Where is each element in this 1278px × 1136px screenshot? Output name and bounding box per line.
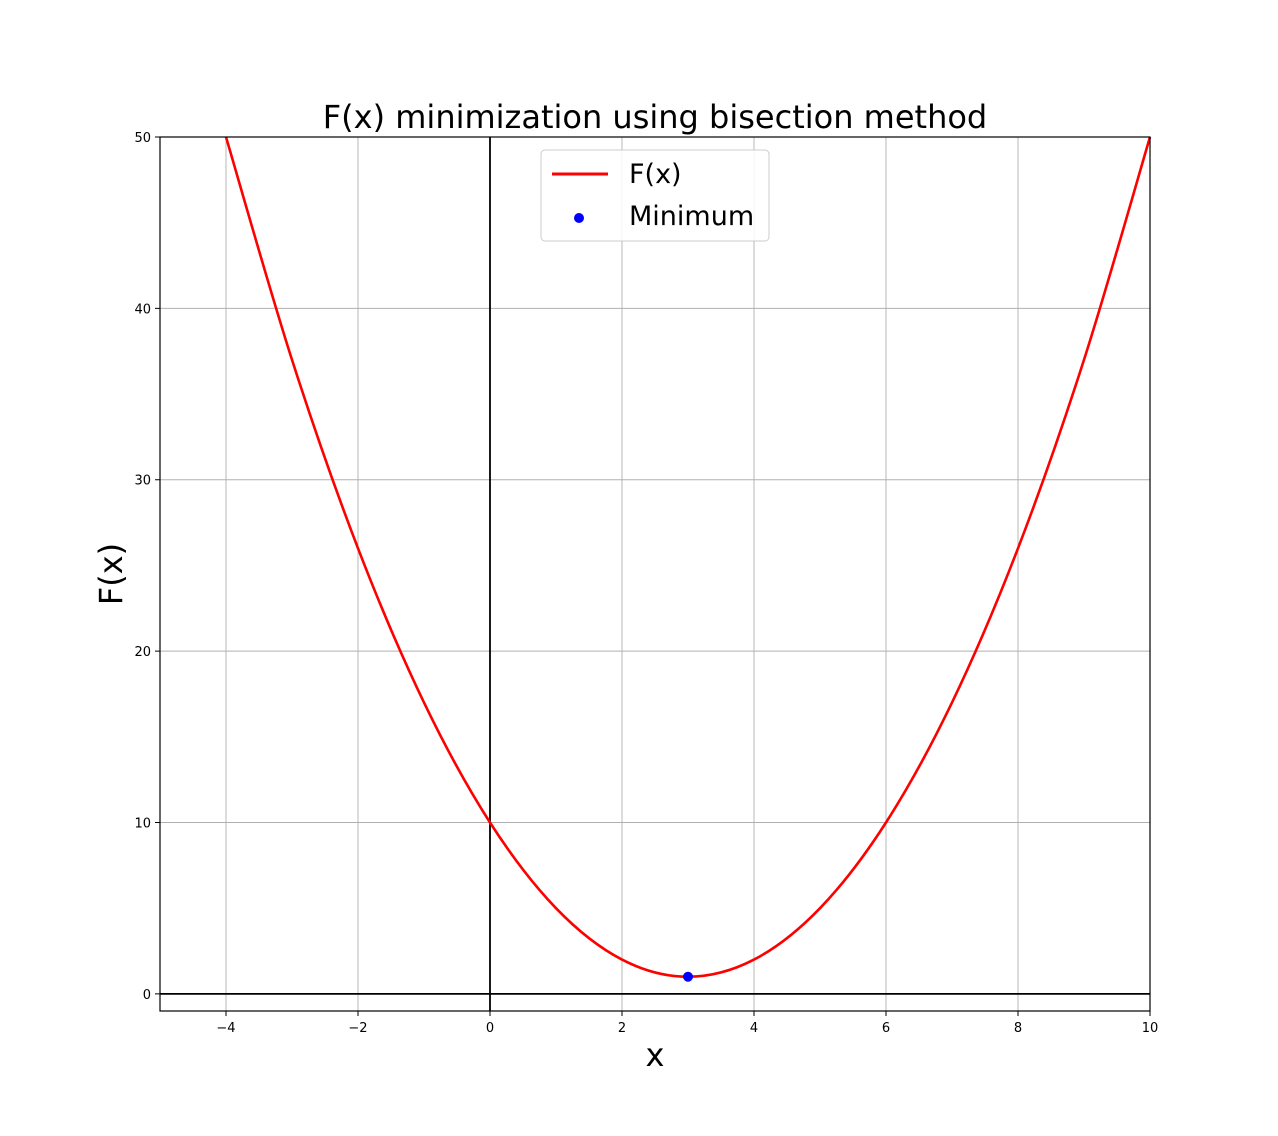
ticks: −4 −2 0 2 4 6 8 10 0 10 20 30 40 50 — [134, 131, 1158, 1036]
x-tick-label: 0 — [486, 1021, 494, 1036]
x-tick-label: 4 — [750, 1021, 758, 1036]
x-axis-label: x — [646, 1036, 665, 1074]
x-tick-label: −2 — [348, 1021, 367, 1036]
x-tick-label: 8 — [1014, 1021, 1022, 1036]
legend-dot-swatch — [574, 213, 584, 223]
minimum-point — [683, 971, 693, 982]
plot-frame — [159, 136, 1151, 1012]
y-tick-label: 20 — [134, 645, 151, 660]
x-tick-label: −4 — [216, 1021, 235, 1036]
legend-label-fx: F(x) — [629, 159, 682, 190]
legend-label-minimum: Minimum — [629, 201, 754, 232]
y-tick-label: 0 — [143, 988, 151, 1003]
legend: F(x) Minimum — [540, 149, 770, 242]
x-tick-label: 6 — [882, 1021, 890, 1036]
x-tick-label: 10 — [1142, 1021, 1159, 1036]
chart-title: F(x) minimization using bisection method — [323, 98, 987, 136]
y-tick-label: 30 — [134, 474, 151, 489]
y-tick-label: 10 — [134, 816, 151, 831]
y-tick-label: 50 — [134, 131, 151, 146]
y-axis-label: F(x) — [92, 543, 130, 605]
series-layer — [224, 136, 1152, 982]
y-tick-label: 40 — [134, 302, 151, 317]
x-tick-label: 2 — [618, 1021, 626, 1036]
zero-lines — [160, 137, 1150, 1011]
